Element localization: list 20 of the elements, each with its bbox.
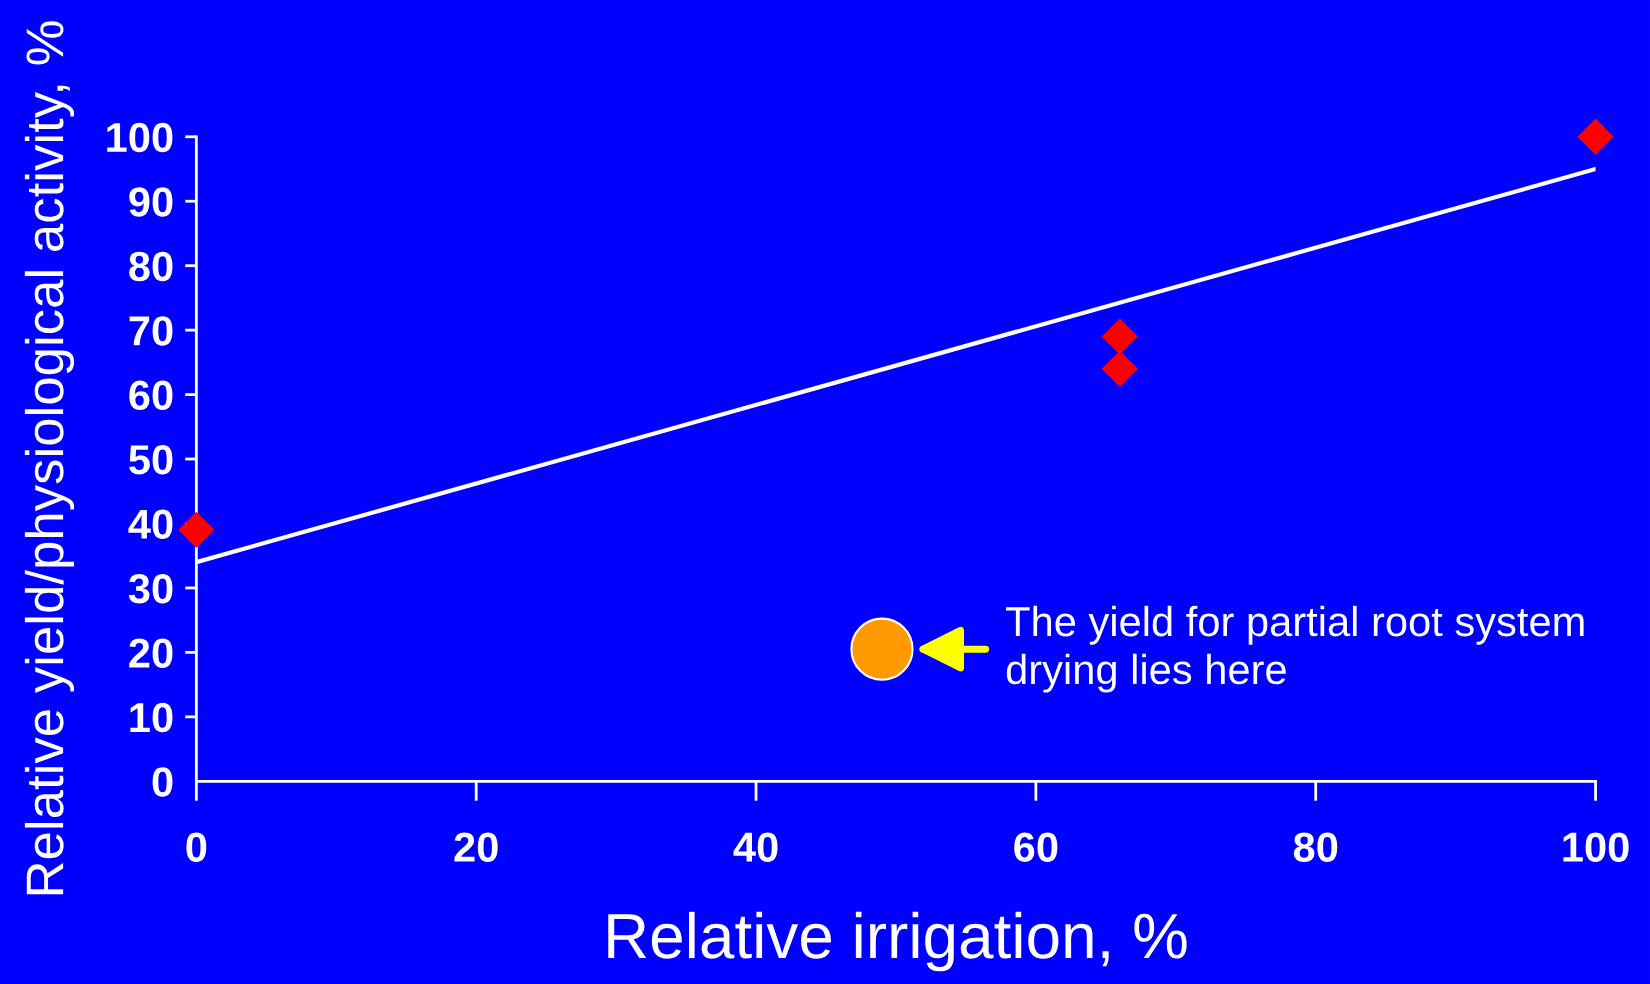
y-tick-label: 30 (128, 573, 173, 604)
y-tick-label: 20 (129, 638, 173, 668)
x-tick-label: 20 (454, 832, 498, 862)
x-tick-label: 100 (1563, 832, 1629, 862)
x-tick-label: 60 (1014, 832, 1058, 862)
y-axis-title: Relative yield/physiological activity, % (24, 21, 75, 895)
x-tick-label: 80 (1293, 832, 1338, 862)
y-tick-label: 80 (129, 251, 173, 282)
y-tick-label: 100 (107, 122, 173, 153)
x-axis-title: Relative irrigation, % (608, 911, 1187, 972)
x-tick-label: 0 (186, 832, 207, 862)
y-tick-label: 0 (152, 767, 173, 797)
x-tick-label: 40 (733, 832, 778, 862)
y-tick-label: 90 (129, 187, 173, 217)
y-tick-label: 60 (129, 380, 173, 411)
y-tick-label: 10 (130, 702, 173, 733)
y-tick-label: 70 (129, 316, 173, 346)
annotation: The yield for partial root system drying lies here (1006, 605, 1584, 693)
y-tick-label: 50 (129, 445, 173, 475)
y-tick-label: 40 (128, 509, 173, 539)
